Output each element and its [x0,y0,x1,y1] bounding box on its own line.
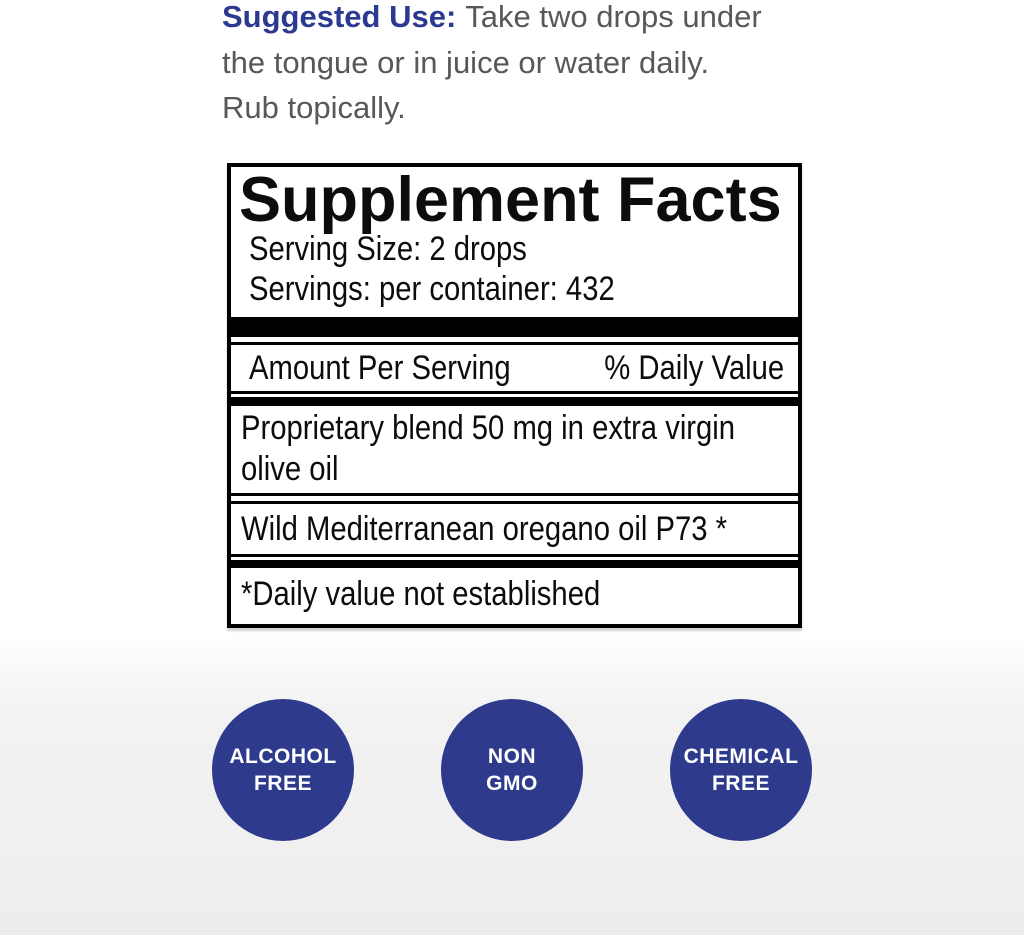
divider-bar-medium [231,397,798,406]
badge-alcohol-free-line1: ALCOHOL [229,745,337,768]
facts-footnote-row: *Daily value not established [231,568,798,620]
suggested-use-paragraph: Suggested Use: Take two drops under the t… [222,0,842,131]
facts-row-proprietary-blend: Proprietary blend 50 mg in extra virgin … [231,406,798,496]
suggested-use-line3: Rub topically. [222,90,406,125]
badge-chemical-free-line2: FREE [711,772,770,795]
amount-per-serving-label: Amount Per Serving [249,348,511,387]
badge-non-gmo-line2: GMO [486,772,538,795]
footnote-text: *Daily value not established [241,574,601,613]
serving-size-line: Serving Size: 2 drops [249,229,798,269]
divider-bar-thick [231,317,798,337]
badge-chemical-free: CHEMICAL FREE [670,699,812,841]
proprietary-blend-line2: olive oil [241,450,339,488]
daily-value-label: % Daily Value [604,348,784,387]
badge-alcohol-free-line2: FREE [253,772,312,795]
badge-alcohol-free: ALCOHOL FREE [212,699,354,841]
feature-badges: ALCOHOL FREE NON GMO CHEMICAL FREE [212,699,812,841]
servings-per-container-text: Servings: per container: 432 [249,270,615,308]
proprietary-blend-line1: Proprietary blend 50 mg in extra virgin [241,409,736,447]
badge-chemical-free-line1: CHEMICAL [683,745,799,768]
suggested-use-label: Suggested Use: [222,0,457,34]
suggested-use-line1-text: Take two drops under [465,0,762,34]
oregano-oil-text: Wild Mediterranean oregano oil P73 * [241,509,727,548]
suggested-use-line2: the tongue or in juice or water daily. [222,44,710,80]
badge-non-gmo: NON GMO [441,699,583,841]
badge-non-gmo-line1: NON [487,745,537,768]
serving-size-text: Serving Size: 2 drops [249,230,527,268]
supplement-facts-panel: Supplement Facts Serving Size: 2 drops S… [227,163,802,628]
facts-row-oregano-oil: Wild Mediterranean oregano oil P73 * [231,501,798,557]
supplement-facts-title: Supplement Facts [239,165,782,235]
amount-per-serving-header-row: Amount Per Serving % Daily Value [231,342,798,394]
divider-bar-small [231,560,798,568]
servings-per-container-line: Servings: per container: 432 [249,269,798,309]
suggested-use-line1: Suggested Use: Take two drops under [222,0,842,40]
